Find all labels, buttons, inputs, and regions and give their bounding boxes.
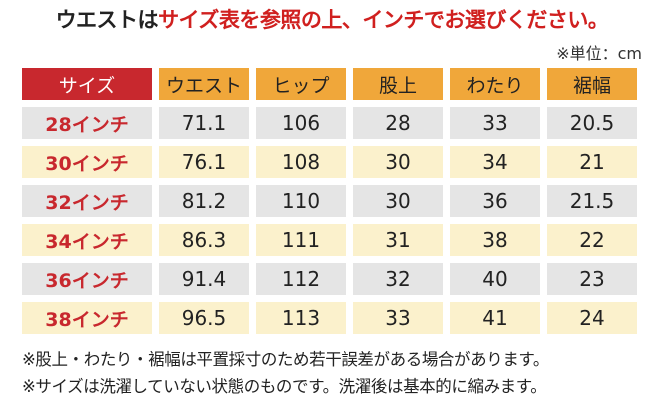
row-size-label: 34インチ: [22, 224, 152, 256]
header-hip: ヒップ: [256, 68, 346, 100]
cell-hip: 112: [256, 263, 346, 295]
footnote-measurement: ※股上・わたり・裾幅は平置採寸のため若干誤差がある場合があります。: [22, 350, 549, 369]
cell-waist: 76.1: [159, 146, 249, 178]
header-rise: 股上: [353, 68, 443, 100]
cell-hip: 111: [256, 224, 346, 256]
cell-hip: 106: [256, 107, 346, 139]
row-size-label: 30インチ: [22, 146, 152, 178]
footnotes: ※股上・わたり・裾幅は平置採寸のため若干誤差がある場合があります。 ※サイズは洗…: [22, 346, 549, 400]
cell-waist: 86.3: [159, 224, 249, 256]
cell-hem: 21.5: [547, 185, 637, 217]
cell-thigh: 34: [450, 146, 540, 178]
cell-rise: 32: [353, 263, 443, 295]
cell-waist: 91.4: [159, 263, 249, 295]
header-waist: ウエスト: [159, 68, 249, 100]
unit-note: ※単位：cm: [556, 44, 642, 63]
row-size-label: 36インチ: [22, 263, 152, 295]
header-size: サイズ: [22, 68, 152, 100]
cell-waist: 71.1: [159, 107, 249, 139]
cell-hem: 23: [547, 263, 637, 295]
row-size-label: 38インチ: [22, 302, 152, 334]
size-table: サイズ ウエスト ヒップ 股上 わたり 裾幅 28インチ 71.1 106 28…: [22, 68, 637, 334]
cell-thigh: 33: [450, 107, 540, 139]
cell-hem: 22: [547, 224, 637, 256]
cell-rise: 33: [353, 302, 443, 334]
footnote-washing: ※サイズは洗濯していない状態のものです。洗濯後は基本的に縮みます。: [22, 377, 547, 396]
header-hem: 裾幅: [547, 68, 637, 100]
cell-thigh: 40: [450, 263, 540, 295]
cell-hem: 20.5: [547, 107, 637, 139]
cell-rise: 30: [353, 185, 443, 217]
cell-hem: 24: [547, 302, 637, 334]
cell-rise: 30: [353, 146, 443, 178]
cell-thigh: 36: [450, 185, 540, 217]
cell-hip: 113: [256, 302, 346, 334]
header-thigh: わたり: [450, 68, 540, 100]
cell-hip: 110: [256, 185, 346, 217]
page-title: ウエストはサイズ表を参照の上、インチでお選びください。: [0, 4, 664, 34]
title-emphasis: サイズ表を参照の上、インチでお選びください。: [158, 8, 609, 32]
row-size-label: 32インチ: [22, 185, 152, 217]
cell-thigh: 38: [450, 224, 540, 256]
cell-waist: 96.5: [159, 302, 249, 334]
cell-rise: 31: [353, 224, 443, 256]
cell-hem: 21: [547, 146, 637, 178]
row-size-label: 28インチ: [22, 107, 152, 139]
cell-thigh: 41: [450, 302, 540, 334]
title-lead: ウエストは: [55, 8, 159, 32]
cell-rise: 28: [353, 107, 443, 139]
cell-hip: 108: [256, 146, 346, 178]
cell-waist: 81.2: [159, 185, 249, 217]
